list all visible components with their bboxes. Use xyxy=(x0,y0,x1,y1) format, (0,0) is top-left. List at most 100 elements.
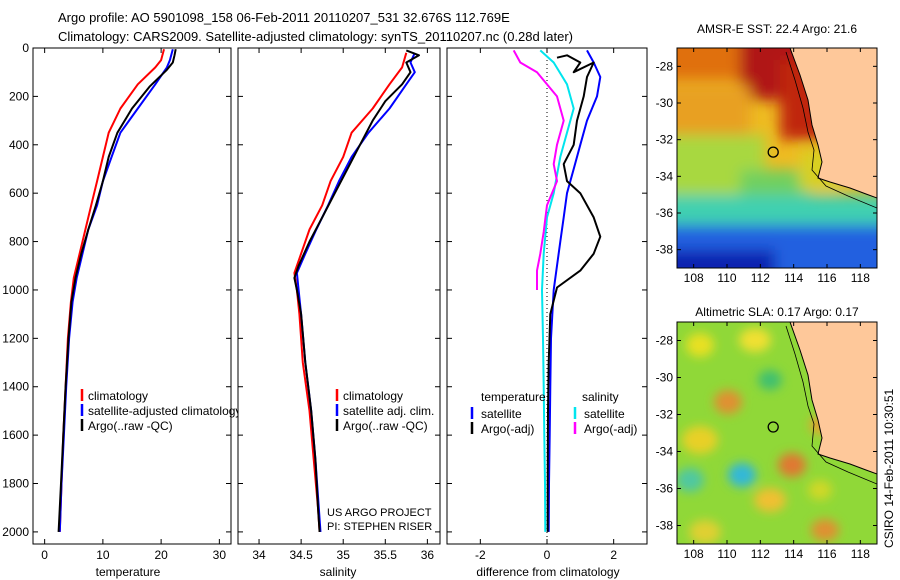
legend-entry: climatology xyxy=(88,389,148,403)
legend-entry: Argo(..raw -QC) xyxy=(88,419,173,433)
map-x-tick-label: 110 xyxy=(717,271,736,285)
map-x-tick-label: 118 xyxy=(851,547,870,561)
side-timestamp: CSIRO 14-Feb-2011 10:30:51 xyxy=(882,388,896,548)
map-x-tick-label: 116 xyxy=(817,271,836,285)
x-tick-label: 36 xyxy=(421,548,435,562)
map-x-tick-label: 110 xyxy=(717,547,736,561)
sla-blob xyxy=(754,488,786,512)
x-tick-label: -2 xyxy=(475,548,486,562)
plot-frame xyxy=(32,47,232,545)
x-tick-label: 20 xyxy=(154,548,168,562)
sla-map-ticks: 108 110 112 114 116 118 -28 -30 -32 -34 -36 -38 xyxy=(656,322,877,561)
map-x-tick-label: 108 xyxy=(684,547,704,561)
header-line-1: Argo profile: AO 5901098_158 06-Feb-2011… xyxy=(58,10,510,25)
sst-land xyxy=(789,48,877,199)
map-y-tick-label: -34 xyxy=(656,169,674,183)
series-line-argo-adj xyxy=(546,54,602,532)
sla-blob xyxy=(677,468,704,492)
y-tick-label: 1200 xyxy=(2,331,29,345)
series-line-argo-raw-qc xyxy=(57,49,177,532)
x-tick-label: 10 xyxy=(96,548,110,562)
difference-panel: -2 0 2 difference from climatology temperatu… xyxy=(446,47,648,579)
sla-blob xyxy=(714,390,742,414)
sla-map-panel: Altimetric SLA: 0.17 Argo: 0.17 xyxy=(656,305,878,561)
legend-group-title: salinity xyxy=(582,390,619,404)
sst-map-field xyxy=(677,48,877,268)
sla-blob xyxy=(686,333,714,357)
y-tick-label: 0 xyxy=(22,41,29,55)
credit-line-1: US ARGO PROJECT xyxy=(327,507,432,519)
x-tick-label: 35.5 xyxy=(374,548,398,562)
header-line-2: Climatology: CARS2009. Satellite-adjuste… xyxy=(58,29,573,44)
y-tick-label: 1800 xyxy=(2,477,29,491)
sst-map-ticks: 108 110 112 114 116 118 -28 -30 -32 -34 -36 -38 xyxy=(656,48,877,285)
sla-blob xyxy=(739,328,771,352)
map-x-tick-label: 112 xyxy=(751,271,770,285)
x-tick-label: 30 xyxy=(213,548,227,562)
map-x-tick-label: 114 xyxy=(784,271,803,285)
sla-blob xyxy=(808,480,832,500)
x-tick-label: 34 xyxy=(252,548,266,562)
map-y-tick-label: -28 xyxy=(656,59,674,73)
legend-entry: Argo(..raw -QC) xyxy=(343,419,428,433)
x-axis-label: difference from climatology xyxy=(476,565,619,579)
sla-blob xyxy=(778,453,806,477)
y-tick-label: 200 xyxy=(9,89,29,103)
map-y-tick-label: -38 xyxy=(656,519,674,533)
legend-entry: Argo(-adj) xyxy=(584,422,637,436)
legend-entry: satellite xyxy=(584,407,625,421)
map-x-tick-label: 116 xyxy=(817,547,836,561)
y-tick-label: 800 xyxy=(9,235,29,249)
sst-argo-marker xyxy=(767,146,779,158)
map-y-tick-label: -38 xyxy=(656,243,674,257)
sst-map-title: AMSR-E SST: 22.4 Argo: 21.6 xyxy=(697,22,857,36)
sst-blob xyxy=(677,85,750,140)
sst-blob xyxy=(677,195,877,230)
x-tick-label: 0 xyxy=(41,548,48,562)
sla-color-blobs xyxy=(677,328,839,544)
x-axis-label: temperature xyxy=(96,565,161,579)
sst-isobath xyxy=(785,51,877,209)
sla-blob xyxy=(758,370,782,390)
series-line-satellite xyxy=(547,49,602,532)
map-x-tick-label: 114 xyxy=(784,547,803,561)
plot-frame xyxy=(237,47,441,545)
map-x-tick-label: 118 xyxy=(851,271,870,285)
sst-map-frame xyxy=(676,47,878,269)
sla-isobath xyxy=(785,325,877,485)
y-tick-label: 2000 xyxy=(2,525,29,539)
map-x-tick-label: 108 xyxy=(684,271,704,285)
series-line-satellite xyxy=(539,49,575,532)
series-line-argo-adj xyxy=(512,49,565,290)
y-tick-label: 1000 xyxy=(2,283,29,297)
sla-blob xyxy=(811,519,839,541)
sst-map-panel: AMSR-E SST: 22.4 Argo: 21.6 xyxy=(656,22,878,285)
map-y-tick-label: -36 xyxy=(656,482,674,496)
map-y-tick-label: -36 xyxy=(656,206,674,220)
sla-blob xyxy=(689,520,721,544)
x-axis-label: salinity xyxy=(320,565,357,579)
sla-map-field xyxy=(677,322,877,544)
y-tick-label: 1400 xyxy=(2,380,29,394)
map-y-tick-label: -34 xyxy=(656,445,674,459)
legend-entry: satellite xyxy=(481,407,522,421)
x-tick-label: 0 xyxy=(544,548,551,562)
temperature-panel: 0 10 20 30 0 200 400 600 800 1000 1200 1400 1600 1800… xyxy=(2,41,241,579)
sst-blob xyxy=(677,250,775,268)
series-line-argo-raw-qc xyxy=(293,49,420,532)
legend-entry: climatology xyxy=(343,389,403,403)
salinity-panel: 34 34.5 35 35.5 36 salinity climatologysatelli… xyxy=(237,47,441,579)
legend-group-title: temperature xyxy=(481,390,546,404)
sst-color-blobs xyxy=(677,48,877,268)
sla-blob xyxy=(682,426,718,454)
legend-entry: satellite-adjusted climatology xyxy=(88,404,241,418)
x-tick-label: 35 xyxy=(337,548,351,562)
map-y-tick-label: -30 xyxy=(656,371,674,385)
sla-map-title: Altimetric SLA: 0.17 Argo: 0.17 xyxy=(695,305,859,319)
y-tick-label: 600 xyxy=(9,186,29,200)
map-y-tick-label: -32 xyxy=(656,133,674,147)
x-tick-label: 2 xyxy=(610,548,617,562)
series-line-climatology xyxy=(293,52,408,532)
